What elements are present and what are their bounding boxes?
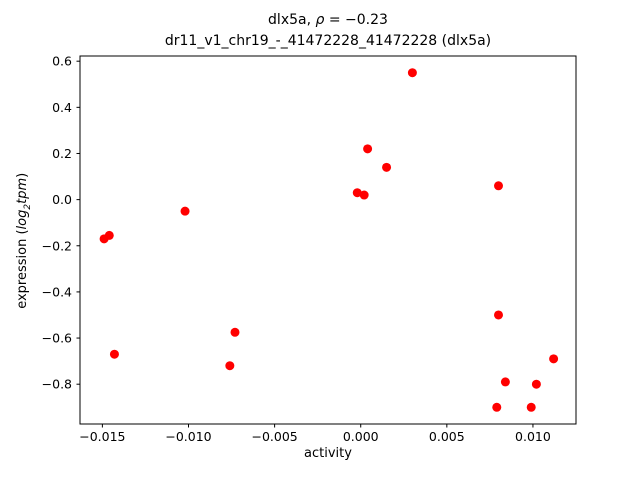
x-tick-label: 0.010 (515, 429, 551, 444)
data-point (531, 379, 541, 389)
y-tick-label: −0.6 (42, 331, 72, 346)
data-point (352, 188, 362, 198)
data-point (230, 327, 240, 337)
y-tick-label: 0.6 (52, 54, 72, 69)
x-axis-label: activity (304, 446, 352, 461)
y-tick-label: 0.4 (52, 100, 72, 115)
y-axis-label: expression (log2tpm) (15, 172, 33, 309)
chart-title: dlx5a, ρ = −0.23 dr11_v1_chr19_-_4147222… (80, 10, 576, 52)
axes-frame (79, 55, 577, 425)
data-point (180, 206, 190, 216)
data-point (494, 310, 503, 320)
y-tick-label: 0.0 (52, 192, 72, 207)
data-point (359, 190, 369, 200)
chart-title-line2: dr11_v1_chr19_-_41472228_41472228 (dlx5a… (164, 33, 492, 49)
data-point (104, 230, 114, 240)
x-tick-label: 0.005 (429, 429, 465, 444)
x-tick-label: −0.005 (251, 429, 297, 444)
rho-symbol: ρ (315, 12, 325, 28)
axis-ticks: −0.015 −0.010 −0.005 0.000 0.005 0.010 −0.8 −0.… (42, 54, 551, 444)
y-tick-label: 0.2 (52, 146, 72, 161)
data-point (363, 144, 373, 154)
data-point (500, 377, 510, 387)
data-point (526, 402, 536, 412)
data-point (382, 162, 392, 172)
y-tick-label: −0.2 (42, 238, 72, 253)
data-point (492, 402, 502, 412)
x-tick-label: −0.015 (79, 429, 125, 444)
y-tick-label: −0.8 (42, 377, 72, 392)
y-tick-label: −0.4 (42, 284, 72, 299)
x-tick-label: 0.000 (343, 429, 379, 444)
x-tick-label: −0.010 (165, 429, 211, 444)
data-point (549, 354, 559, 364)
scatter-points (99, 68, 559, 412)
chart-title-line1: dlx5a, ρ = −0.23 (268, 12, 388, 28)
data-point (494, 181, 503, 191)
data-point (225, 361, 235, 371)
data-point (109, 349, 119, 359)
data-point (407, 68, 417, 78)
